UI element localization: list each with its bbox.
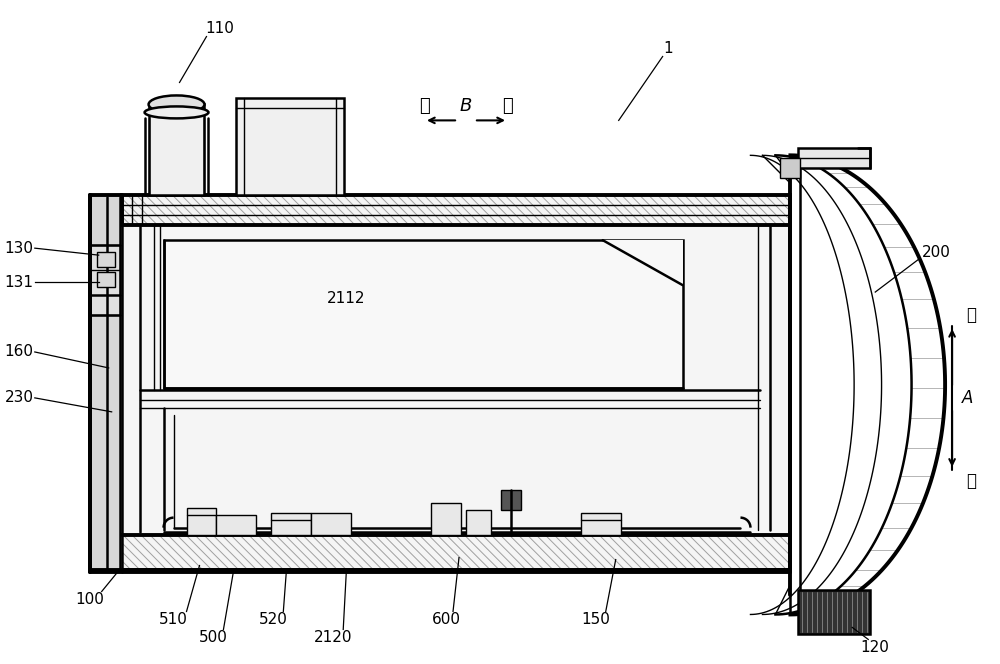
Text: B: B bbox=[460, 98, 472, 116]
Text: 600: 600 bbox=[432, 612, 461, 627]
Polygon shape bbox=[466, 510, 491, 535]
Text: A: A bbox=[962, 389, 973, 407]
Text: 110: 110 bbox=[205, 21, 234, 36]
Text: 100: 100 bbox=[75, 592, 104, 607]
Text: 131: 131 bbox=[5, 275, 34, 290]
Polygon shape bbox=[90, 245, 120, 315]
Ellipse shape bbox=[149, 96, 204, 114]
Polygon shape bbox=[236, 98, 344, 195]
Polygon shape bbox=[581, 513, 621, 535]
Polygon shape bbox=[798, 148, 870, 168]
Ellipse shape bbox=[145, 106, 208, 118]
Polygon shape bbox=[501, 490, 521, 510]
Polygon shape bbox=[90, 195, 122, 572]
Bar bbox=[97, 252, 115, 267]
Polygon shape bbox=[164, 240, 683, 388]
Polygon shape bbox=[216, 515, 256, 535]
Polygon shape bbox=[431, 503, 461, 535]
Polygon shape bbox=[149, 104, 204, 195]
Text: 160: 160 bbox=[5, 345, 34, 359]
Text: 500: 500 bbox=[199, 630, 228, 645]
Text: 上: 上 bbox=[966, 306, 976, 324]
Polygon shape bbox=[187, 508, 216, 535]
Text: 1: 1 bbox=[664, 41, 673, 56]
Polygon shape bbox=[271, 513, 311, 535]
Bar bbox=[122, 195, 790, 225]
Bar bbox=[97, 272, 115, 287]
Text: 2112: 2112 bbox=[327, 291, 365, 305]
Text: 后: 后 bbox=[419, 98, 429, 116]
Polygon shape bbox=[90, 195, 790, 572]
Text: 2120: 2120 bbox=[314, 630, 352, 645]
Polygon shape bbox=[798, 590, 870, 634]
Text: 510: 510 bbox=[159, 612, 188, 627]
Text: 前: 前 bbox=[503, 98, 513, 116]
Polygon shape bbox=[780, 158, 800, 179]
Polygon shape bbox=[603, 240, 683, 285]
Text: 230: 230 bbox=[5, 390, 34, 406]
Text: 130: 130 bbox=[5, 240, 34, 256]
Text: 下: 下 bbox=[966, 471, 976, 490]
Text: 150: 150 bbox=[581, 612, 610, 627]
Text: 200: 200 bbox=[922, 244, 951, 260]
Text: 520: 520 bbox=[259, 612, 288, 627]
Polygon shape bbox=[311, 513, 351, 535]
Text: 120: 120 bbox=[861, 640, 890, 655]
